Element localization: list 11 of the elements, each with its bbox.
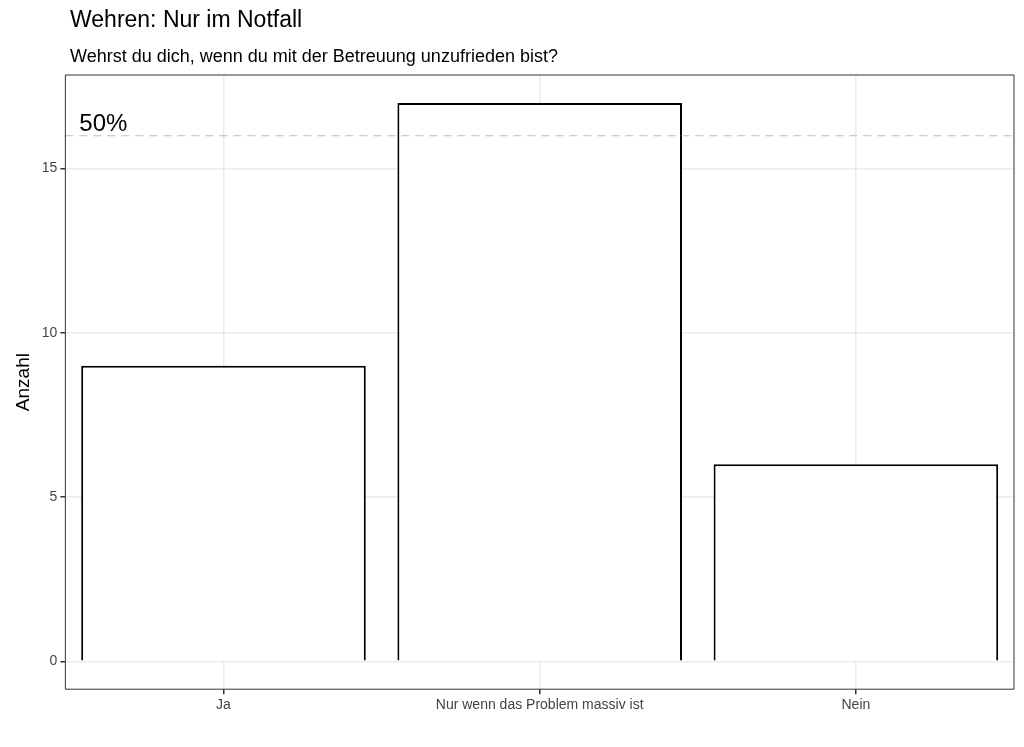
y-tick-label: 15 xyxy=(41,159,58,176)
y-axis-title: Anzahl xyxy=(11,353,33,412)
y-tick-label: 5 xyxy=(49,487,58,504)
x-tick-label: Nur wenn das Problem massiv ist xyxy=(435,696,644,713)
chart-title: Wehren: Nur im Notfall xyxy=(70,6,303,33)
y-tick-label: 0 xyxy=(49,652,58,669)
chart-subtitle: Wehrst du dich, wenn du mit der Betreuung unzufrieden bist? xyxy=(70,46,558,67)
x-tick-label: Ja xyxy=(216,696,232,713)
x-tick-label: Nein xyxy=(841,696,871,713)
y-tick-label: 10 xyxy=(41,323,58,340)
annotation: 50% xyxy=(79,109,128,137)
